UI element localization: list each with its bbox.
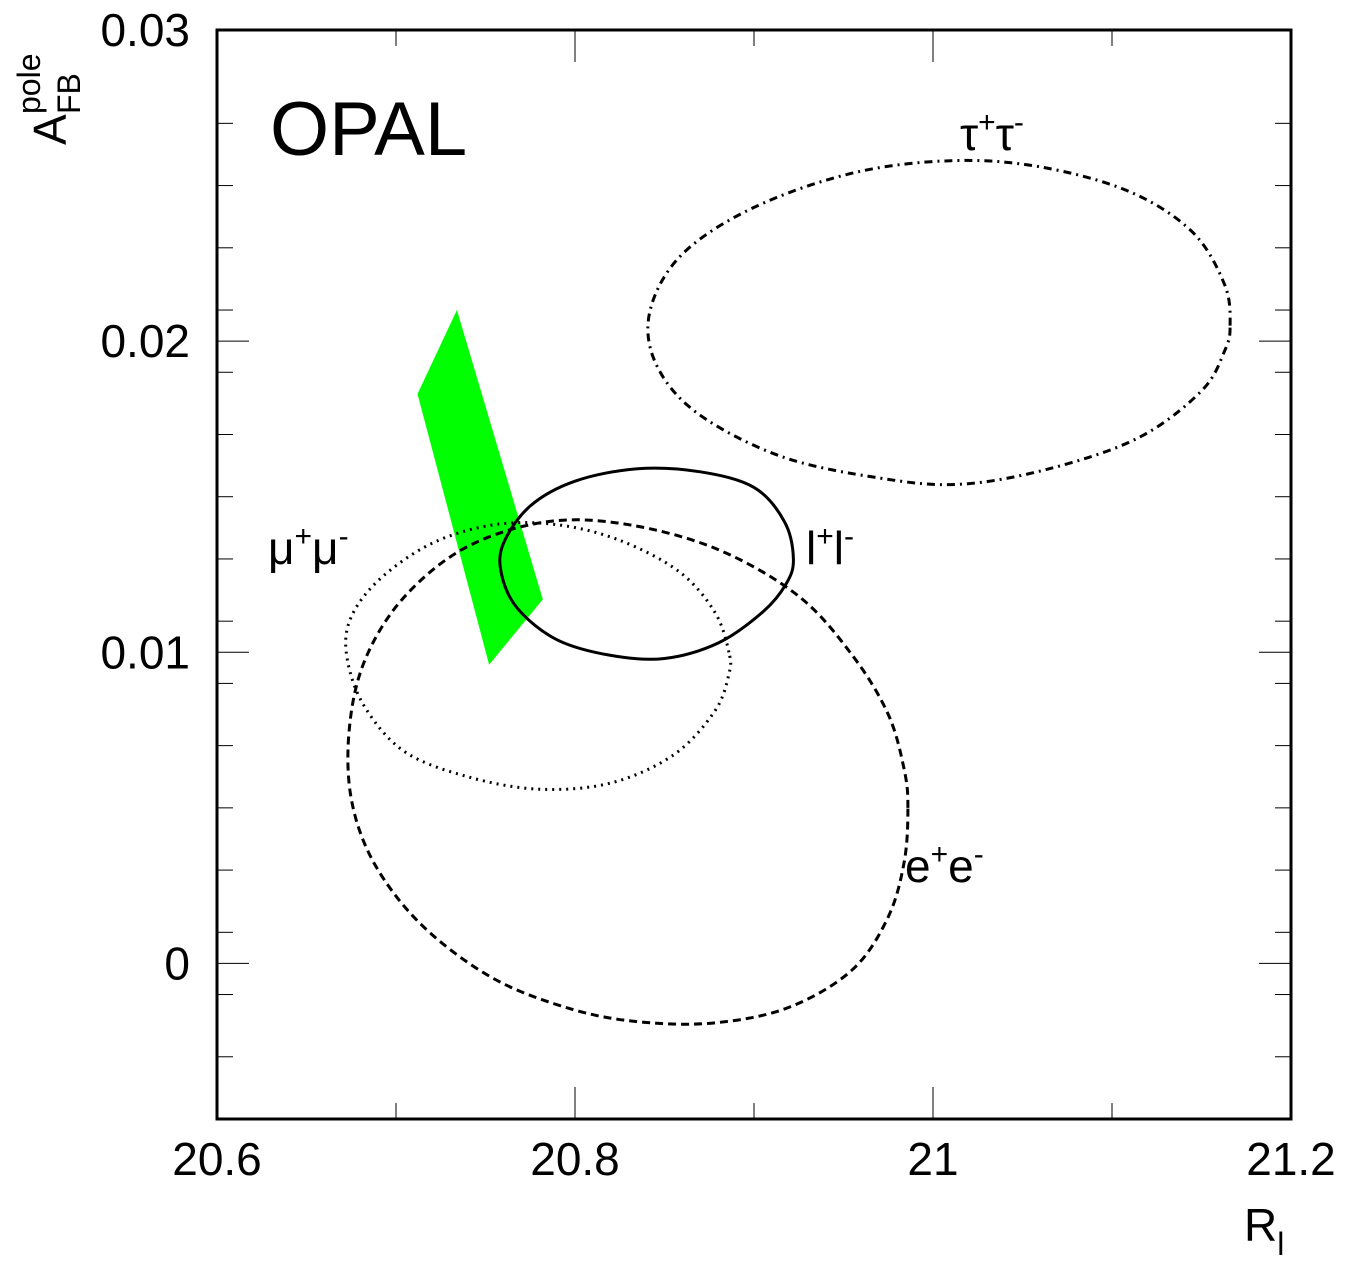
l-contour-label: l+l- — [806, 520, 854, 574]
mu-label-base1: μ — [268, 522, 295, 574]
y-axis-label-sub: FB — [51, 73, 87, 114]
l-label-sup1: + — [816, 520, 834, 553]
tau-label-sup1: + — [978, 106, 996, 139]
l-label-base2: l — [834, 522, 844, 574]
e-label-base1: e — [905, 840, 931, 892]
e-contour — [346, 518, 910, 1026]
y-axis-label: A FB pole — [11, 54, 87, 146]
y-tick-label: 0.02 — [100, 315, 190, 367]
y-tick-label: 0.03 — [100, 4, 190, 56]
l-label-base1: l — [806, 522, 816, 574]
tau-label-base1: τ — [960, 108, 978, 160]
x-axis-label-sub: l — [1277, 1226, 1284, 1262]
e-label-sup2: - — [974, 838, 984, 871]
y-axis-label-main: A — [24, 114, 76, 145]
x-axis-label: Rl — [1244, 1199, 1284, 1262]
tick-labels: 20.6 20.8 21 21.2 0 0.01 0.02 0.03 — [100, 4, 1335, 1185]
l-contour — [498, 466, 795, 661]
major-ticks — [216, 29, 1292, 1119]
mu-contour-label: μ+μ- — [268, 520, 349, 574]
x-tick-label: 20.6 — [172, 1133, 262, 1185]
tau-label-sup2: - — [1014, 106, 1024, 139]
mu-label-sup2: - — [339, 520, 349, 553]
x-tick-label: 21 — [907, 1133, 958, 1185]
plot-frame — [215, 28, 1293, 1121]
tau-label-base2: τ — [996, 108, 1014, 160]
chart-title: OPAL — [270, 87, 467, 172]
mu-label-sup1: + — [295, 520, 313, 553]
allowed-band — [417, 310, 543, 665]
e-contour-label: e+e- — [905, 838, 984, 892]
e-label-sup1: + — [931, 838, 949, 871]
y-axis-label-sup: pole — [11, 54, 47, 115]
plot-content — [344, 158, 1232, 1026]
x-tick-label: 20.8 — [530, 1133, 620, 1185]
mu-label-base2: μ — [312, 522, 339, 574]
tau-contour-label: τ+τ- — [960, 106, 1024, 160]
y-tick-label: 0 — [164, 937, 190, 989]
x-tick-label: 21.2 — [1246, 1133, 1336, 1185]
tau-contour — [646, 158, 1232, 487]
e-label-base2: e — [948, 840, 974, 892]
x-axis-label-main: R — [1244, 1199, 1277, 1251]
l-label-sup2: - — [844, 520, 854, 553]
minor-ticks — [217, 30, 1291, 1119]
y-tick-label: 0.01 — [100, 626, 190, 678]
